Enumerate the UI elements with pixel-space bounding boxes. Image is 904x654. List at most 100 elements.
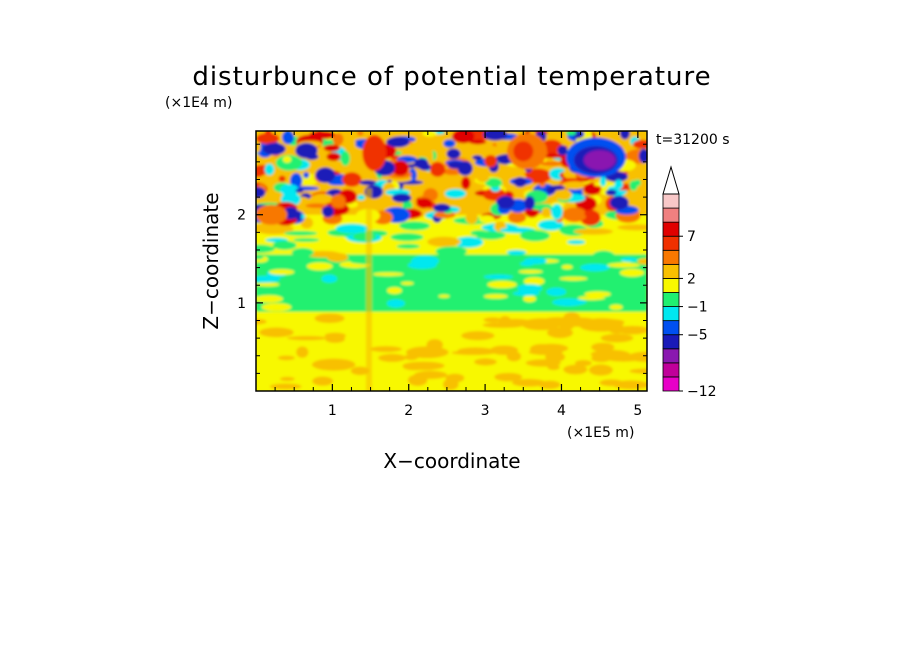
contour-blob — [400, 281, 414, 286]
contour-blob — [461, 176, 471, 190]
contour-blob — [256, 133, 280, 144]
contour-blob — [513, 177, 527, 188]
contour-blob — [494, 372, 523, 382]
contour-blob — [620, 257, 638, 262]
contour-blob — [418, 163, 431, 171]
contour-blob — [619, 131, 630, 140]
contour-blob — [387, 287, 402, 294]
contour-blob — [407, 374, 428, 386]
colorbar-segment — [662, 362, 680, 378]
x-axis: 1 2 3 4 5 — [274, 131, 642, 419]
contour-blob — [283, 206, 299, 220]
contour-blob — [256, 295, 284, 303]
contour-blob — [563, 364, 588, 375]
y-tick-label: 2 — [237, 208, 246, 224]
contour-blob — [474, 358, 497, 366]
contour-blob — [542, 153, 565, 159]
contour-blob — [609, 195, 629, 210]
contour-blob — [482, 322, 524, 328]
colorbar: 7 2 −1 −5 −12 — [662, 165, 717, 400]
contour-blob — [559, 276, 588, 281]
contour-blob — [629, 368, 647, 374]
colorbar-segment — [662, 348, 680, 364]
colorbar-segment — [662, 292, 680, 307]
colorbar-segment — [662, 376, 680, 392]
contour-blob — [465, 212, 478, 225]
contour-blob — [471, 155, 483, 160]
contour-blob — [256, 275, 280, 283]
plume — [365, 188, 372, 391]
contour-blob — [332, 133, 344, 146]
contour-blob — [305, 250, 341, 258]
y-unit-label: (×1E4 m) — [165, 95, 232, 111]
contour-blob — [357, 131, 364, 136]
contour-blob — [614, 179, 623, 190]
contour-blob — [588, 364, 613, 376]
contour-blob — [506, 351, 522, 362]
contour-blob — [427, 236, 461, 247]
contour-blob — [396, 243, 420, 249]
contour-blob — [309, 131, 337, 139]
contour-blob — [427, 148, 434, 165]
contour-blob — [293, 237, 320, 243]
contour-blob — [314, 313, 345, 324]
contour-blob — [399, 221, 430, 231]
colorbar-label: −12 — [687, 384, 717, 400]
contour-blob — [484, 155, 498, 168]
contour-blob — [551, 203, 563, 220]
contour-blob — [438, 294, 450, 298]
contour-blob — [574, 359, 592, 367]
contour-blob — [592, 250, 615, 261]
contour-blob — [563, 312, 581, 324]
contour-blob — [485, 177, 503, 188]
x-unit-label: (×1E5 m) — [567, 425, 634, 441]
contour-blob — [511, 378, 546, 387]
contour-blob — [470, 230, 489, 237]
contour-blob — [506, 249, 527, 256]
contour-blob — [524, 195, 535, 210]
contour-blob — [269, 383, 302, 390]
contour-blob — [584, 209, 598, 218]
contour-blob — [517, 284, 543, 293]
contour-blob — [282, 155, 292, 163]
contour-blob — [555, 189, 572, 201]
contour-blob — [416, 197, 433, 209]
colorbar-label: −5 — [687, 328, 708, 344]
contour-blob — [519, 230, 551, 242]
contour-blob — [295, 188, 304, 193]
colorbar-segment — [662, 278, 680, 293]
contour-blob — [446, 148, 461, 160]
contour-blob — [518, 269, 543, 274]
contour-blob — [323, 144, 340, 152]
contour-blob — [306, 262, 333, 271]
contour-blob — [562, 181, 587, 190]
contour-blob — [278, 175, 286, 182]
contour-blob — [591, 354, 611, 363]
x-tick-label: 2 — [404, 403, 413, 419]
contour-blob — [350, 366, 370, 376]
contour-blob — [390, 233, 424, 242]
contour-blob — [291, 247, 314, 258]
contour-blob — [281, 131, 295, 145]
contour-blob — [525, 359, 561, 367]
chart-title: disturbunce of potential temperature — [192, 62, 711, 92]
contour-blob — [429, 161, 446, 177]
contour-blob — [303, 172, 310, 179]
contour-blob — [357, 194, 366, 201]
contour-blob — [632, 139, 647, 149]
contour-blob — [305, 153, 319, 160]
contour-blob — [284, 230, 318, 236]
contour-blob — [469, 139, 487, 145]
contour-blob — [546, 144, 558, 152]
contour-blob — [483, 274, 514, 279]
contour-blob — [540, 161, 563, 166]
contour-blob — [256, 169, 265, 178]
contour-blob — [545, 352, 566, 362]
contour-blob — [523, 295, 537, 303]
x-axis-label: X−coordinate — [383, 449, 520, 473]
contour-blob — [565, 131, 577, 136]
contour-blob — [296, 346, 309, 358]
contour-blob — [487, 280, 517, 289]
contour-blob — [372, 272, 404, 277]
time-label: t=31200 s — [656, 132, 730, 148]
